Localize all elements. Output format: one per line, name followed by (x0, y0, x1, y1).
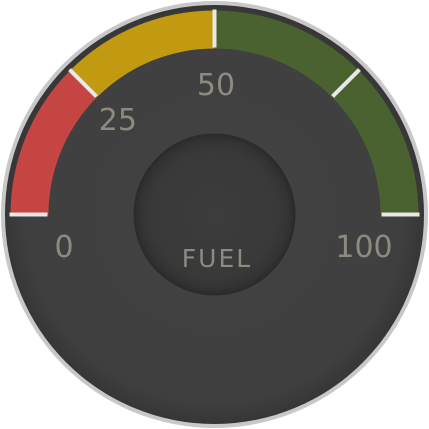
gauge-tick-label-25: 25 (99, 103, 137, 138)
gauge-tick-marks (9, 9, 420, 217)
gauge-zone-normal (214, 10, 419, 215)
gauge-tick-25 (68, 68, 98, 98)
gauge-tick-label-50: 50 (197, 68, 235, 103)
gauge-tick-75 (331, 68, 361, 98)
gauge-center-hub (133, 133, 296, 296)
gauge-zone-caution (70, 10, 215, 98)
gauge-zone-low (10, 70, 98, 215)
gauge-color-zones (10, 10, 419, 215)
gauge-tick-labels: 0 25 50 100 (54, 68, 392, 265)
gauge-tick-label-0: 0 (54, 230, 73, 265)
gauge-tick-label-100: 100 (335, 230, 392, 265)
gauge-title: FUEL (182, 244, 252, 273)
